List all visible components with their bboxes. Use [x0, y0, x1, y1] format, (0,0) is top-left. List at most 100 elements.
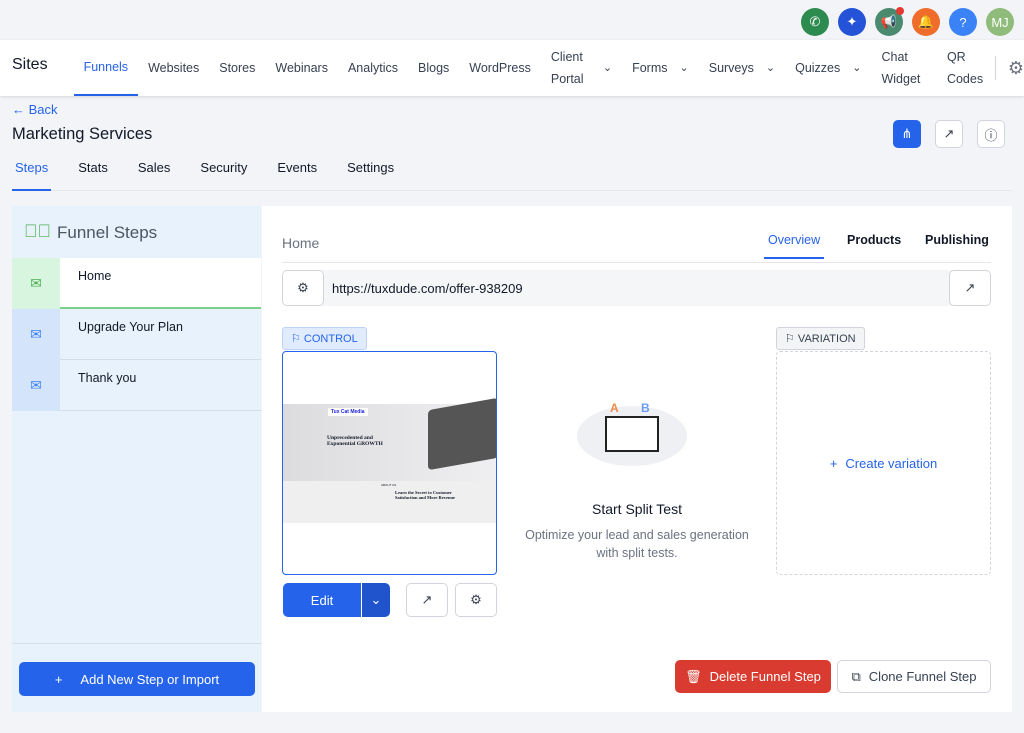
preview-settings-button[interactable]: ⚙: [455, 583, 497, 617]
page-title: Marketing Services: [12, 125, 153, 143]
gear-icon[interactable]: ⚙: [1007, 57, 1024, 78]
add-step-button[interactable]: + Add New Step or Import: [19, 662, 255, 696]
chevron-down-icon: ⌄: [370, 592, 382, 607]
avatar[interactable]: MJ: [986, 8, 1014, 36]
tab-security[interactable]: Security: [200, 160, 248, 175]
back-label: Back: [28, 102, 58, 117]
tab-sales[interactable]: Sales: [137, 160, 171, 175]
preview-open-button[interactable]: ↗: [406, 583, 448, 617]
chevron-down-icon: ⌄: [679, 62, 689, 74]
external-link-icon: ↗: [421, 592, 433, 607]
help-icon[interactable]: ?: [949, 8, 977, 36]
nav-label: Surveys: [708, 61, 754, 75]
delete-label: Delete Funnel Step: [709, 669, 821, 684]
split-test-illustration: A B: [567, 391, 707, 471]
copy-icon: ⧉: [851, 668, 861, 684]
share-button[interactable]: ⋔: [893, 120, 921, 148]
info-button[interactable]: ⓘ: [977, 120, 1005, 148]
preview-section: ABOUT US: [381, 483, 397, 487]
delete-step-button[interactable]: 🗑 Delete Funnel Step: [675, 660, 831, 693]
nav-websites[interactable]: Websites: [148, 61, 200, 75]
nav-stores[interactable]: Stores: [219, 61, 256, 75]
nav-funnels[interactable]: Funnels: [73, 40, 139, 96]
nav-label: Forms: [632, 61, 668, 75]
nav-analytics[interactable]: Analytics: [347, 61, 398, 75]
variation-tag: ⚐ VARIATION: [776, 327, 865, 350]
step-label: Thank you: [78, 371, 137, 385]
megaphone-icon[interactable]: 📢: [875, 7, 904, 36]
nav-surveys[interactable]: Surveys ⌄: [699, 40, 785, 96]
edit-dropdown-button[interactable]: ⌄: [362, 583, 390, 617]
step-thank-you[interactable]: ✉ Thank you: [12, 360, 261, 411]
nav-webinars[interactable]: Webinars: [275, 61, 328, 75]
gear-icon: ⚙: [297, 280, 309, 295]
step-name: Home: [282, 235, 320, 251]
nav-client-portal[interactable]: Client Portal ⌄: [541, 40, 622, 96]
brand: Sites: [12, 56, 48, 73]
divider: [994, 56, 996, 80]
split-description: Optimize your lead and sales generation …: [525, 528, 749, 560]
nav-quizzes[interactable]: Quizzes ⌄: [785, 40, 871, 96]
tab-events[interactable]: Events: [277, 160, 318, 175]
preview-headline: Unprecedented and Exponential GROWTH: [327, 435, 383, 447]
url-settings-button[interactable]: ⚙: [282, 270, 324, 306]
control-tag: ⚐ CONTROL: [282, 327, 367, 350]
tab-overview[interactable]: Overview: [764, 233, 825, 259]
check-circle-icon: ✓⃝: [24, 221, 51, 241]
tab-products[interactable]: Products: [847, 233, 902, 247]
chevron-down-icon: ⌄: [852, 62, 862, 74]
nav-label: Client Portal: [550, 50, 584, 86]
step-upgrade[interactable]: ✉ Upgrade Your Plan: [12, 309, 261, 360]
divider: [12, 643, 261, 644]
tab-publishing[interactable]: Publishing: [925, 233, 989, 247]
url-text[interactable]: https://tuxdude.com/offer-938209: [332, 281, 523, 296]
monitor-icon: [605, 416, 659, 452]
tab-stats[interactable]: Stats: [78, 160, 108, 175]
top-nav: Sites Funnels Websites Stores Webinars A…: [0, 40, 1024, 96]
step-home[interactable]: ✉ Home: [12, 258, 261, 309]
back-link[interactable]: ← Back: [12, 102, 58, 117]
open-url-button[interactable]: ↗: [949, 270, 991, 306]
tab-steps[interactable]: Steps: [12, 160, 52, 191]
nav-blogs[interactable]: Blogs: [418, 61, 450, 75]
notification-dot: [896, 7, 904, 15]
nav-qr-codes[interactable]: QR Codes: [946, 50, 984, 86]
control-preview[interactable]: Tux Cat Media Unprecedented and Exponent…: [282, 351, 497, 575]
control-label: CONTROL: [303, 333, 358, 345]
clone-label: Clone Funnel Step: [868, 669, 977, 684]
url-bar: ⚙ https://tuxdude.com/offer-938209 ↗: [282, 270, 991, 306]
sparkles-icon[interactable]: ✦: [838, 8, 866, 36]
step-label: Home: [78, 269, 112, 283]
header-icons: ✆ ✦ 📢 🔔 ? MJ: [801, 7, 1014, 36]
open-external-button[interactable]: ↗: [935, 120, 963, 148]
edit-button[interactable]: Edit: [283, 583, 361, 617]
trash-icon: 🗑: [685, 668, 702, 684]
plus-icon: +: [829, 455, 838, 471]
step-detail-panel: Home Overview Products Publishing ⚙ http…: [262, 206, 1012, 712]
create-variation-label: Create variation: [845, 455, 938, 471]
keyboard-image: [428, 397, 496, 471]
funnel-steps-panel: ✓⃝ Funnel Steps ✉ Home ✉ Upgrade Your Pl…: [12, 206, 261, 712]
tab-settings[interactable]: Settings: [347, 160, 395, 175]
preview-subhead: Learn the Secret to Customer Satisfactio…: [395, 490, 456, 500]
mail-icon: ✉: [12, 309, 60, 360]
mail-icon: ✉: [12, 360, 60, 411]
step-label: Upgrade Your Plan: [78, 320, 183, 334]
nav-chat-widget[interactable]: Chat Widget: [881, 50, 921, 86]
chevron-down-icon: ⌄: [602, 62, 613, 74]
label-a: A: [610, 401, 619, 415]
nav-label: Quizzes: [795, 61, 841, 75]
nav-wordpress[interactable]: WordPress: [469, 61, 531, 75]
external-link-icon: ↗: [964, 280, 976, 295]
clone-step-button[interactable]: ⧉ Clone Funnel Step: [837, 660, 991, 693]
preview-logo: Tux Cat Media: [328, 408, 368, 416]
gear-icon: ⚙: [470, 592, 482, 607]
create-variation-button[interactable]: + Create variation: [776, 351, 991, 575]
page-tabs: Steps Stats Sales Security Events Settin…: [12, 160, 1012, 191]
nav-forms[interactable]: Forms ⌄: [622, 40, 699, 96]
add-step-label: Add New Step or Import: [80, 671, 220, 687]
divider: [282, 262, 991, 263]
steps-heading: Funnel Steps: [57, 223, 158, 242]
phone-icon[interactable]: ✆: [801, 8, 829, 36]
bell-icon[interactable]: 🔔: [912, 8, 940, 36]
